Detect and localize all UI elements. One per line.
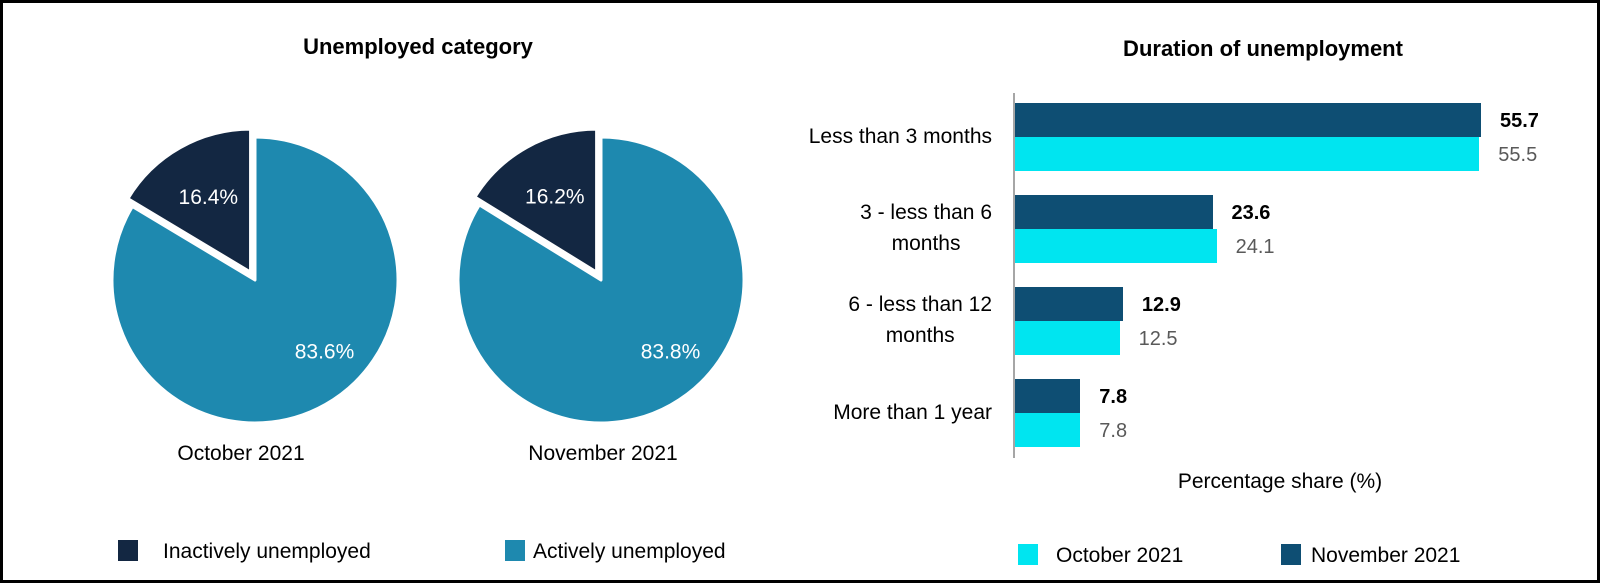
bar-value-november-2021-less-than-3-months: 55.7 bbox=[1500, 110, 1539, 132]
pie-label-november-2021-actively-unemployed: 83.8% bbox=[641, 341, 701, 364]
bar-value-november-2021-6-less-than-12-months: 12.9 bbox=[1141, 294, 1181, 316]
bar-october-2021-6-less-than-12-months bbox=[1015, 321, 1120, 355]
pie-label-november-2021-inactively-unemployed: 16.2% bbox=[525, 186, 585, 209]
pie-caption-november: November 2021 bbox=[528, 442, 678, 465]
pie-label-october-2021-inactively-unemployed: 16.4% bbox=[179, 186, 239, 209]
bar-november-2021-less-than-3-months bbox=[1015, 103, 1481, 137]
bar-category-label-more-than-1-year: More than 1 year bbox=[833, 400, 992, 424]
legend-label-november-2021: November 2021 bbox=[1311, 544, 1461, 567]
bar-november-2021-more-than-1-year bbox=[1015, 379, 1081, 413]
inactively-unemployed-swatch bbox=[118, 540, 138, 561]
bar-october-2021-less-than-3-months bbox=[1015, 137, 1480, 171]
bar-value-october-2021-3-less-than-6-months: 24.1 bbox=[1235, 236, 1275, 258]
bar-chart-value-axis bbox=[1013, 93, 1015, 458]
bar-october-2021-more-than-1-year bbox=[1015, 413, 1081, 447]
october-2021-swatch bbox=[1018, 544, 1038, 565]
bar-value-november-2021-3-less-than-6-months: 23.6 bbox=[1231, 202, 1271, 224]
bar-chart-x-axis-label: Percentage share (%) bbox=[1177, 470, 1383, 493]
legend-item-october-2021: October 2021 bbox=[1018, 544, 1238, 567]
bar-value-october-2021-less-than-3-months: 55.5 bbox=[1498, 144, 1538, 166]
bar-november-2021-3-less-than-6-months bbox=[1015, 195, 1213, 229]
pie-slice-october-2021-actively-unemployed bbox=[110, 135, 400, 425]
legend-item-inactively-unemployed: Inactively unemployed bbox=[118, 540, 418, 563]
bar-value-october-2021-more-than-1-year: 7.8 bbox=[1099, 420, 1128, 442]
pie-caption-october: October 2021 bbox=[177, 442, 305, 465]
legend-label-october-2021: October 2021 bbox=[1056, 544, 1184, 567]
bar-category-label-3-less-than-6-months: 3 - less than 6 months bbox=[860, 201, 992, 255]
pie-slice-november-2021-inactively-unemployed bbox=[473, 127, 599, 274]
pie-slice-november-2021-actively-unemployed bbox=[456, 135, 746, 425]
pie-charts-svg: 16.4% 83.6% 16.2% 83.8% bbox=[110, 127, 746, 425]
bar-chart-title: Duration of unemployment bbox=[1123, 36, 1403, 61]
pie-slice-october-2021-inactively-unemployed bbox=[126, 127, 253, 274]
bar-value-october-2021-6-less-than-12-months: 12.5 bbox=[1138, 328, 1178, 350]
legend-label-inactively-unemployed: Inactively unemployed bbox=[163, 540, 371, 563]
bar-category-label-less-than-3-months: Less than 3 months bbox=[808, 124, 992, 148]
pie-chart-title: Unemployed category bbox=[303, 34, 533, 59]
pie-label-october-2021-actively-unemployed: 83.6% bbox=[295, 341, 355, 364]
legend-item-november-2021: November 2021 bbox=[1281, 544, 1521, 567]
bar-october-2021-3-less-than-6-months bbox=[1015, 229, 1217, 263]
bar-category-label-6-less-than-12-months: 6 - less than 12 months bbox=[848, 293, 992, 347]
november-2021-swatch bbox=[1281, 544, 1301, 565]
bar-value-november-2021-more-than-1-year: 7.8 bbox=[1099, 386, 1128, 408]
bar-november-2021-6-less-than-12-months bbox=[1015, 287, 1123, 321]
legend-item-actively-unemployed: Actively unemployed bbox=[505, 540, 785, 563]
actively-unemployed-swatch bbox=[505, 540, 525, 561]
legend-label-actively-unemployed: Actively unemployed bbox=[533, 540, 726, 563]
